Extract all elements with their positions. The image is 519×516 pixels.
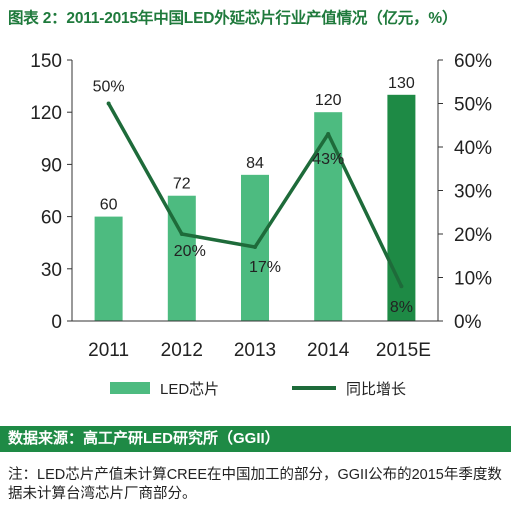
line-value-label: 20%: [174, 243, 206, 260]
bar-value-label: 120: [315, 92, 342, 109]
right-tick-label: 30%: [454, 182, 492, 203]
left-tick-label: 150: [30, 51, 62, 72]
x-tick-label: 2011: [88, 340, 129, 361]
x-tick-label: 2013: [234, 340, 276, 361]
right-tick-label: 50%: [454, 95, 492, 116]
line-point: [106, 101, 111, 106]
line-point: [253, 245, 257, 250]
line-value-label: 17%: [249, 259, 281, 276]
footnote: 注：LED芯片产值未计算CREE在中国加工的部分，GGII公布的2015年季度数…: [8, 467, 502, 502]
x-axis: 2011 2012 2013 2014 2015E: [72, 320, 438, 361]
legend-line-label: 同比增长: [346, 381, 407, 398]
bar-value-label: 84: [246, 155, 264, 172]
legend-line-swatch: [292, 386, 336, 390]
right-tick-label: 0%: [454, 312, 482, 333]
bar: [94, 216, 123, 321]
line-point: [179, 232, 184, 236]
bar-value-label: 60: [100, 197, 118, 214]
line-series: [106, 101, 404, 289]
bar: [314, 112, 343, 321]
right-tick-label: 10%: [454, 269, 492, 290]
right-tick-label: 60%: [454, 51, 492, 72]
data-labels: 60 72 84 120 130 50% 20% 17% 43% 8%: [93, 75, 415, 316]
left-tick-label: 0: [51, 312, 62, 333]
bar-value-label: 130: [388, 75, 415, 92]
right-axis: 0% 10% 20% 30% 40% 50% 60%: [437, 51, 492, 333]
line-point: [326, 131, 331, 136]
bar-value-label: 72: [173, 176, 191, 193]
legend-bar-label: LED芯片: [160, 381, 220, 398]
right-tick-label: 20%: [454, 225, 492, 246]
right-tick-label: 40%: [454, 138, 492, 159]
source-banner: 数据来源：高工产研LED研究所（GGII）: [0, 426, 511, 452]
chart: 0 30 60 90 120 150 0% 10% 20% 30% 40% 50% 60% 60 72 8…: [30, 51, 492, 361]
legend-bar-swatch: [110, 382, 150, 394]
bar-series: [94, 94, 416, 321]
left-axis: 0 30 60 90 120 150: [30, 51, 73, 333]
line-value-label: 50%: [93, 79, 125, 96]
line-point: [399, 284, 404, 289]
x-tick-label: 2012: [161, 340, 203, 361]
line-value-label: 8%: [390, 299, 413, 316]
x-tick-label: 2015E: [376, 340, 431, 361]
line-value-label: 43%: [312, 151, 344, 168]
left-tick-label: 60: [41, 208, 62, 229]
left-tick-label: 90: [41, 155, 62, 176]
left-tick-label: 120: [30, 103, 62, 124]
x-tick-label: 2014: [307, 340, 350, 361]
chart-title: 图表 2：2011-2015年中国LED外延芯片行业产值情况（亿元，%）: [8, 10, 458, 27]
left-tick-label: 30: [41, 260, 62, 281]
